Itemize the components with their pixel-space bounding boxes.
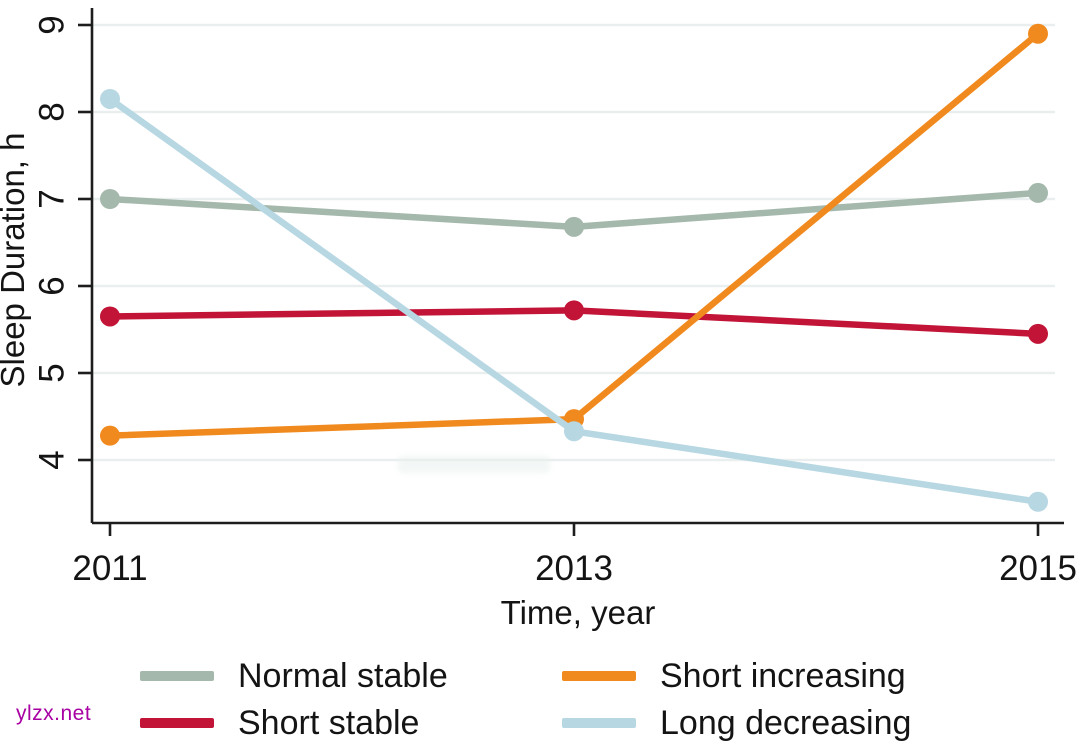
y-tick-label: 6 <box>33 276 72 295</box>
data-point-short-stable-2015 <box>1028 323 1048 344</box>
data-point-long-decreasing-2013 <box>564 421 584 442</box>
legend-swatch-normal-stable <box>140 671 214 681</box>
legend-swatch-short-stable <box>140 718 214 728</box>
data-point-long-decreasing-2015 <box>1028 491 1048 512</box>
y-tick-label: 8 <box>33 102 72 121</box>
watermark-ylzx: ylzx.net <box>16 702 92 725</box>
sleep-duration-line-chart: 9 8 7 6 5 4 2011 2013 2015 Time, year Sleep Durati… <box>0 8 1077 631</box>
legend-item-long-decreasing: Long decreasing <box>562 706 911 740</box>
data-point-short-increasing-2011 <box>100 425 120 446</box>
legend-item-short-stable: Short stable <box>140 706 419 740</box>
y-tick-label: 7 <box>33 189 72 208</box>
x-axis-title: Time, year <box>501 594 656 631</box>
legend-swatch-long-decreasing <box>562 718 636 728</box>
y-tick-label: 5 <box>33 363 72 382</box>
legend-label-long-decreasing: Long decreasing <box>660 704 912 742</box>
y-axis-title: Sleep Duration, h <box>0 133 31 388</box>
x-tick-label: 2013 <box>535 549 613 588</box>
legend-label-short-increasing: Short increasing <box>660 657 906 695</box>
y-tick-label: 4 <box>33 450 72 469</box>
legend-item-normal-stable: Normal stable <box>140 659 448 693</box>
x-tick-label: 2015 <box>999 549 1077 588</box>
legend-item-short-increasing: Short increasing <box>562 659 906 693</box>
faint-watermark-smudge <box>398 456 550 473</box>
series-line-long-decreasing <box>108 96 1039 505</box>
data-point-normal-stable-2015 <box>1028 182 1048 203</box>
legend-swatch-short-increasing <box>562 671 636 681</box>
legend-label-normal-stable: Normal stable <box>238 657 448 695</box>
legend-label-short-stable: Short stable <box>238 704 420 742</box>
data-point-normal-stable-2013 <box>564 216 584 237</box>
data-point-short-increasing-2015 <box>1028 23 1048 44</box>
x-tick-label: 2011 <box>72 549 147 588</box>
data-point-short-stable-2013 <box>564 300 584 321</box>
y-tick-label: 9 <box>33 15 72 34</box>
data-point-short-stable-2011 <box>100 306 120 327</box>
data-point-long-decreasing-2011 <box>100 88 120 109</box>
data-point-normal-stable-2011 <box>100 189 120 209</box>
